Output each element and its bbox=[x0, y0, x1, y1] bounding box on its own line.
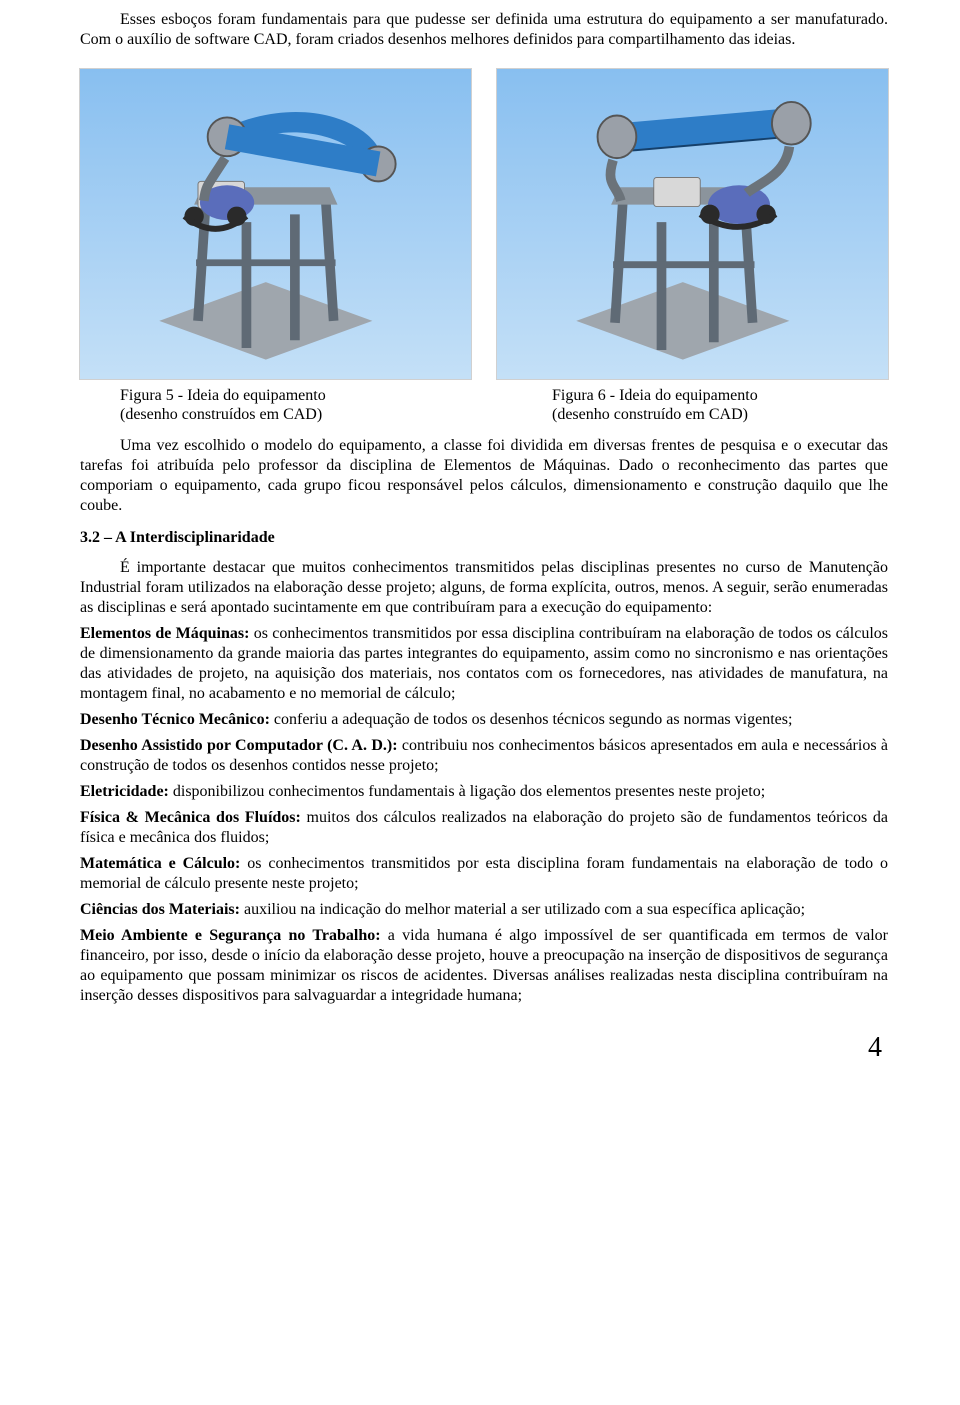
figure-6 bbox=[497, 68, 888, 380]
figure-5 bbox=[80, 68, 471, 380]
discipline-item-7: Meio Ambiente e Segurança no Trabalho: a… bbox=[80, 926, 888, 1006]
cad-render-right bbox=[496, 68, 889, 380]
discipline-text: conferiu a adequação de todos os desenho… bbox=[270, 711, 793, 728]
figure-6-caption: Figura 6 - Ideia do equipamento (desenho… bbox=[482, 386, 888, 424]
discipline-item-4: Física & Mecânica dos Fluídos: muitos do… bbox=[80, 808, 888, 848]
figure-row bbox=[80, 68, 888, 380]
discipline-term: Desenho Assistido por Computador (C. A. … bbox=[80, 737, 398, 754]
figure-6-caption-line1: Figura 6 - Ideia do equipamento bbox=[552, 387, 758, 404]
discipline-term: Desenho Técnico Mecânico: bbox=[80, 711, 270, 728]
discipline-text: auxiliou na indicação do melhor material… bbox=[240, 901, 805, 918]
figure-5-caption-line1: Figura 5 - Ideia do equipamento bbox=[120, 387, 326, 404]
discipline-item-0: Elementos de Máquinas: os conhecimentos … bbox=[80, 624, 888, 704]
caption-row: Figura 5 - Ideia do equipamento (desenho… bbox=[80, 386, 888, 424]
discipline-term: Ciências dos Materiais: bbox=[80, 901, 240, 918]
intro-paragraph: Esses esboços foram fundamentais para qu… bbox=[80, 10, 888, 50]
page-number: 4 bbox=[80, 1030, 888, 1065]
discipline-item-2: Desenho Assistido por Computador (C. A. … bbox=[80, 736, 888, 776]
discipline-term: Eletricidade: bbox=[80, 783, 169, 800]
discipline-item-5: Matemática e Cálculo: os conhecimentos t… bbox=[80, 854, 888, 894]
discipline-term: Matemática e Cálculo: bbox=[80, 855, 240, 872]
discipline-item-6: Ciências dos Materiais: auxiliou na indi… bbox=[80, 900, 888, 920]
section-intro-paragraph: É importante destacar que muitos conheci… bbox=[80, 558, 888, 618]
figure-5-caption: Figura 5 - Ideia do equipamento (desenho… bbox=[80, 386, 456, 424]
discipline-term: Meio Ambiente e Segurança no Trabalho: bbox=[80, 927, 381, 944]
document-page: Esses esboços foram fundamentais para qu… bbox=[0, 0, 960, 1085]
figure-5-caption-line2: (desenho construídos em CAD) bbox=[120, 406, 322, 423]
cad-render-left bbox=[79, 68, 472, 380]
figure-6-caption-line2: (desenho construído em CAD) bbox=[552, 406, 748, 423]
cad-machine-icon bbox=[80, 69, 471, 379]
discipline-term: Elementos de Máquinas: bbox=[80, 625, 249, 642]
discipline-item-1: Desenho Técnico Mecânico: conferiu a ade… bbox=[80, 710, 888, 730]
discipline-item-3: Eletricidade: disponibilizou conheciment… bbox=[80, 782, 888, 802]
discipline-term: Física & Mecânica dos Fluídos: bbox=[80, 809, 301, 826]
section-heading: 3.2 – A Interdisciplinaridade bbox=[80, 528, 888, 548]
cad-machine-icon bbox=[497, 69, 888, 379]
post-figure-paragraph: Uma vez escolhido o modelo do equipament… bbox=[80, 436, 888, 516]
discipline-text: disponibilizou conhecimentos fundamentai… bbox=[169, 783, 765, 800]
